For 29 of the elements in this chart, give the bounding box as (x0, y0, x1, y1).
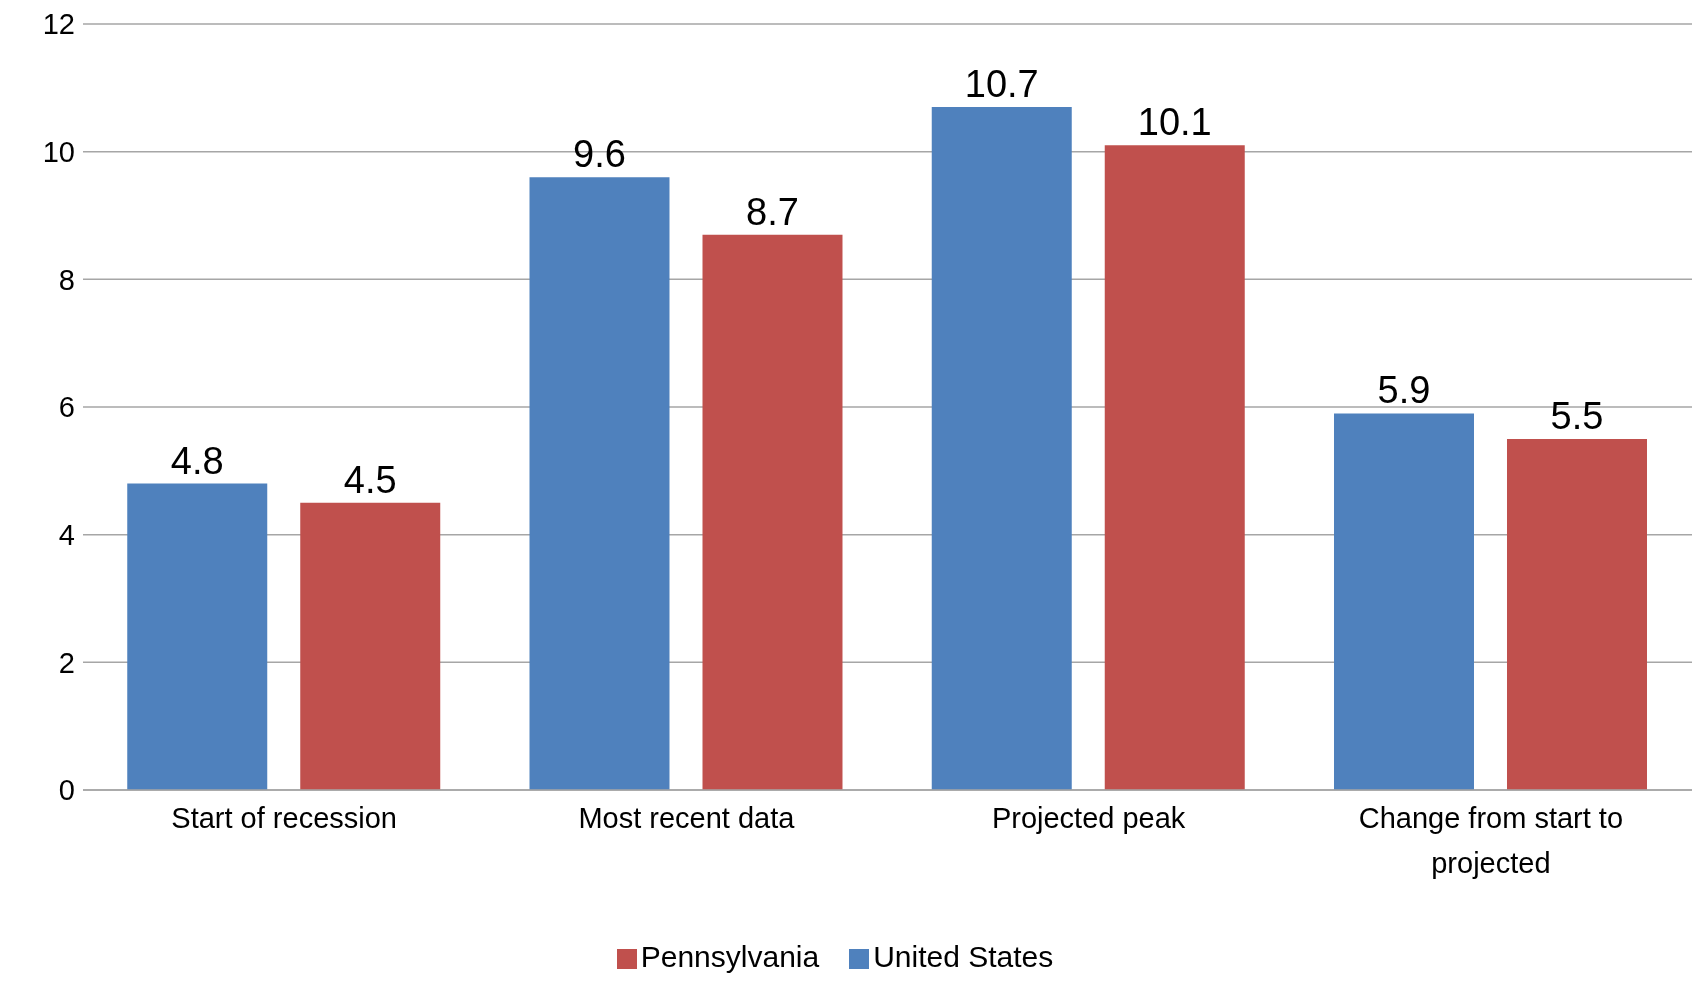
data-label: 10.1 (1137, 101, 1212, 144)
x-tick-label: Projected peak (991, 802, 1186, 834)
y-tick-label: 0 (58, 774, 75, 807)
x-tick-label: Change from start to projected (1358, 802, 1624, 879)
bar (1104, 145, 1245, 790)
legend-label: United States (873, 940, 1054, 973)
bar (300, 502, 441, 790)
x-tick-label: Most recent data (578, 802, 796, 834)
y-tick-label: 4 (58, 518, 75, 551)
y-tick-label: 10 (42, 135, 75, 168)
bar (702, 234, 843, 790)
data-label: 5.5 (1550, 394, 1604, 437)
bar (1334, 413, 1474, 790)
bar (529, 177, 670, 790)
x-tick-label: Start of recession (171, 802, 397, 834)
data-label: 8.7 (746, 190, 799, 233)
data-label: 5.9 (1377, 369, 1431, 412)
legend-label: Pennsylvania (640, 940, 820, 973)
data-label: 10.7 (964, 62, 1039, 105)
y-tick-label: 2 (58, 646, 75, 679)
data-label: 4.8 (170, 439, 224, 482)
bar (931, 106, 1072, 790)
bar (127, 483, 268, 790)
data-label: 4.5 (343, 458, 397, 501)
y-tick-label: 8 (58, 263, 75, 296)
bar (1507, 438, 1647, 790)
data-label: 9.6 (573, 133, 626, 176)
y-tick-label: 12 (42, 8, 75, 41)
y-tick-label: 6 (58, 391, 75, 424)
